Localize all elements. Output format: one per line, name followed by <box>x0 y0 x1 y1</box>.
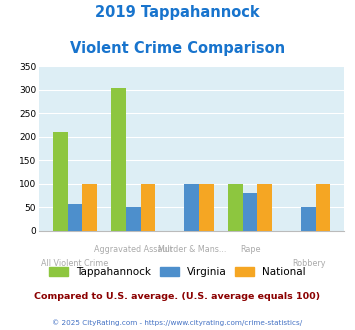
Text: Rape: Rape <box>240 245 260 254</box>
Bar <box>316 184 331 231</box>
Bar <box>67 204 82 231</box>
Text: Robbery: Robbery <box>292 259 325 268</box>
Bar <box>257 184 272 231</box>
Text: 2019 Tappahannock: 2019 Tappahannock <box>95 5 260 20</box>
Text: All Violent Crime: All Violent Crime <box>41 259 109 268</box>
Bar <box>111 88 126 231</box>
Bar <box>53 132 67 231</box>
Legend: Tappahannock, Virginia, National: Tappahannock, Virginia, National <box>45 263 310 281</box>
Text: Violent Crime Comparison: Violent Crime Comparison <box>70 41 285 56</box>
Bar <box>82 184 97 231</box>
Bar <box>199 184 214 231</box>
Bar <box>126 208 141 231</box>
Text: Murder & Mans...: Murder & Mans... <box>158 245 226 254</box>
Bar <box>184 184 199 231</box>
Bar <box>301 208 316 231</box>
Text: © 2025 CityRating.com - https://www.cityrating.com/crime-statistics/: © 2025 CityRating.com - https://www.city… <box>53 319 302 326</box>
Text: Aggravated Assault: Aggravated Assault <box>94 245 173 254</box>
Text: Compared to U.S. average. (U.S. average equals 100): Compared to U.S. average. (U.S. average … <box>34 292 321 301</box>
Bar <box>141 184 155 231</box>
Bar <box>243 193 257 231</box>
Bar <box>228 184 243 231</box>
